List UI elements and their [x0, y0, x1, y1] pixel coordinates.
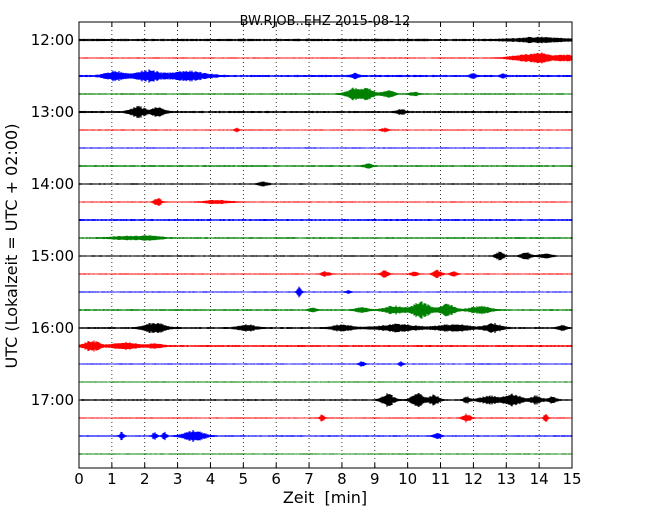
x-tick-label: 5	[239, 470, 249, 488]
trace-13:30	[78, 147, 573, 149]
y-tick-label: 15:00	[31, 247, 74, 265]
x-tick-label: 11	[431, 470, 450, 488]
x-tick-label: 12	[464, 470, 483, 488]
x-tick-label: 10	[398, 470, 417, 488]
trace-group	[78, 36, 573, 455]
y-axis-label: UTC (Lokalzeit = UTC + 02:00)	[2, 124, 21, 369]
trace-16:00	[78, 322, 573, 334]
x-tick-label: 15	[562, 470, 581, 488]
trace-13:45	[78, 163, 573, 169]
trace-17:30	[78, 430, 573, 442]
plot-frame	[78, 21, 573, 469]
x-tick-label: 14	[530, 470, 549, 488]
y-tick-label: 12:00	[31, 31, 74, 49]
x-tick-label: 13	[497, 470, 516, 488]
x-tick-label: 9	[370, 470, 380, 488]
x-axis-label: Zeit [min]	[283, 488, 367, 507]
x-axis: 0 1 2 3 4 5 6 7 8 9 10 11 12 13 14 15	[74, 22, 582, 488]
x-tick-label: 1	[107, 470, 117, 488]
y-tick-label: 17:00	[31, 391, 74, 409]
y-tick-label: 16:00	[31, 319, 74, 337]
trace-14:15	[78, 198, 573, 206]
trace-13:00	[78, 105, 573, 119]
trace-12:45	[78, 87, 573, 101]
x-tick-label: 4	[206, 470, 216, 488]
x-tick-label: 8	[337, 470, 347, 488]
trace-16:15	[78, 340, 573, 352]
trace-14:45	[78, 235, 573, 241]
x-tick-label: 0	[74, 470, 84, 488]
y-tick-label: 13:00	[31, 103, 74, 121]
x-tick-label: 6	[271, 470, 281, 488]
y-axis: 12:00 13:00 14:00 15:00 16:00 17:00	[31, 31, 572, 409]
x-tick-label: 3	[173, 470, 183, 488]
x-tick-label: 2	[140, 470, 150, 488]
trace-15:45	[78, 301, 573, 319]
trace-12:00	[78, 36, 573, 44]
trace-15:15	[78, 269, 573, 279]
trace-13:15	[78, 127, 573, 133]
trace-12:30	[78, 69, 573, 83]
trace-16:45	[78, 381, 573, 383]
x-tick-label: 7	[304, 470, 314, 488]
trace-12:15	[78, 52, 573, 64]
trace-15:00	[78, 251, 573, 261]
trace-17:45	[78, 453, 573, 455]
trace-14:30	[78, 219, 573, 221]
y-tick-label: 14:00	[31, 175, 74, 193]
trace-16:30	[78, 361, 573, 367]
trace-15:30	[78, 286, 573, 298]
trace-14:00	[78, 181, 573, 187]
trace-17:00	[78, 392, 573, 408]
trace-17:15	[78, 413, 573, 423]
